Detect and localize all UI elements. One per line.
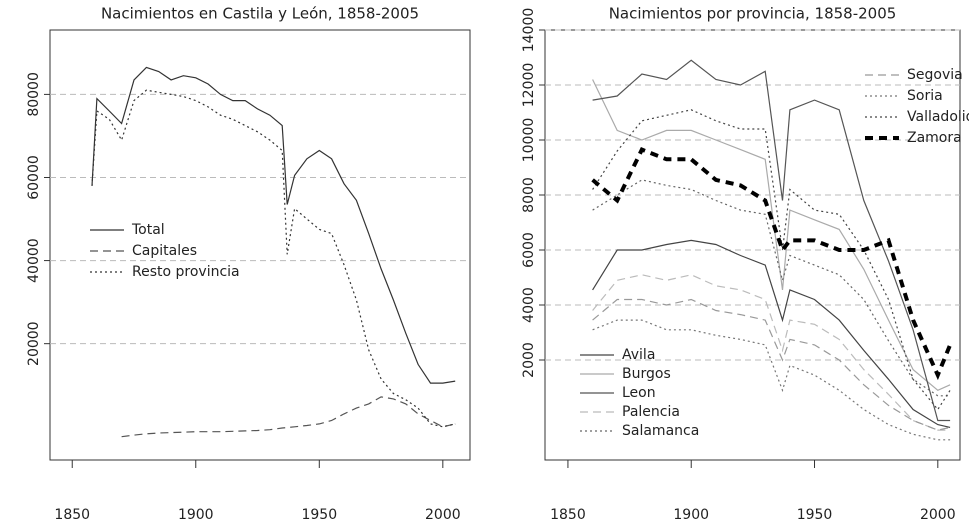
legend-label: Capitales: [132, 243, 197, 259]
x-tick-label: 2000: [425, 507, 461, 523]
legend-label: Salamanca: [622, 423, 699, 439]
plot-frame: [49, 29, 471, 461]
legend-label: Leon: [622, 385, 656, 401]
series-line: [592, 319, 951, 441]
legend-label: Total: [131, 222, 165, 238]
x-tick-label: 1900: [673, 507, 709, 523]
legend-label: Palencia: [622, 404, 680, 420]
legend-label: Resto provincia: [132, 264, 240, 280]
y-tick-label: 6000: [521, 232, 537, 268]
y-tick-label: 40000: [26, 238, 42, 283]
chart-title: Nacimientos por provincia, 1858-2005: [609, 5, 897, 23]
series-line: [591, 147, 952, 381]
series-line: [592, 79, 951, 392]
chart-title: Nacimientos en Castila y León, 1858-2005: [101, 5, 419, 23]
series-line: [592, 298, 951, 431]
series-line: [592, 109, 951, 411]
y-tick-label: 14000: [521, 8, 537, 53]
x-tick-label: 1850: [54, 507, 90, 523]
y-tick-label: 8000: [521, 177, 537, 213]
y-tick-label: 4000: [521, 287, 537, 323]
series-line: [592, 179, 951, 397]
x-tick-label: 1950: [301, 507, 337, 523]
series-line: [592, 59, 951, 422]
x-tick-label: 1850: [550, 507, 586, 523]
y-tick-label: 80000: [26, 72, 42, 117]
series-line: [121, 396, 456, 438]
y-tick-label: 12000: [521, 63, 537, 108]
y-tick-label: 20000: [26, 321, 42, 366]
series-line: [91, 66, 456, 384]
x-tick-label: 2000: [920, 507, 956, 523]
legend-label: Zamora: [907, 130, 962, 146]
series-line: [592, 239, 951, 428]
y-tick-label: 10000: [521, 118, 537, 163]
series-line: [592, 274, 951, 431]
legend-label: Valladolid: [907, 109, 969, 125]
legend-label: Avila: [622, 347, 655, 363]
legend-label: Burgos: [622, 366, 671, 382]
y-tick-label: 60000: [26, 155, 42, 200]
plot-frame: [544, 29, 961, 461]
x-tick-label: 1900: [178, 507, 214, 523]
x-tick-label: 1950: [797, 507, 833, 523]
y-tick-label: 2000: [521, 342, 537, 378]
legend-label: Soria: [907, 88, 943, 104]
legend-label: Segovia: [907, 67, 963, 83]
